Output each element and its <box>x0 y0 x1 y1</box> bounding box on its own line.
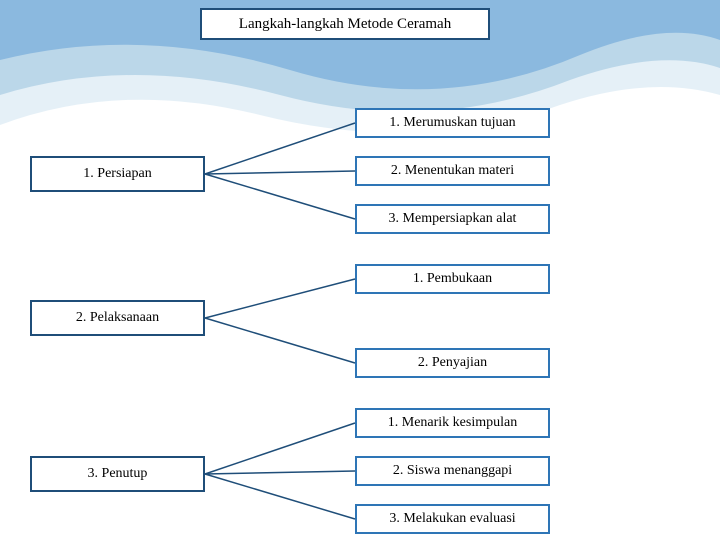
right-box-1-1: 1. Merumuskan tujuan <box>355 108 550 138</box>
right-box-1-2: 2. Menentukan materi <box>355 156 550 186</box>
title-box: Langkah-langkah Metode Ceramah <box>200 8 490 40</box>
right-box-2-1: 1. Pembukaan <box>355 264 550 294</box>
right-box-1-3: 3. Mempersiapkan alat <box>355 204 550 234</box>
left-box-1: 1. Persiapan <box>30 156 205 192</box>
right-box-2-2: 2. Penyajian <box>355 348 550 378</box>
left-box-2: 2. Pelaksanaan <box>30 300 205 336</box>
right-box-3-3: 3. Melakukan evaluasi <box>355 504 550 534</box>
right-box-3-2: 2. Siswa menanggapi <box>355 456 550 486</box>
right-box-3-1: 1. Menarik kesimpulan <box>355 408 550 438</box>
left-box-3: 3. Penutup <box>30 456 205 492</box>
